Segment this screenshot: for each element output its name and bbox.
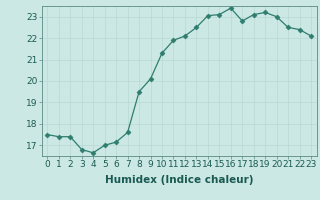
X-axis label: Humidex (Indice chaleur): Humidex (Indice chaleur) [105, 175, 253, 185]
